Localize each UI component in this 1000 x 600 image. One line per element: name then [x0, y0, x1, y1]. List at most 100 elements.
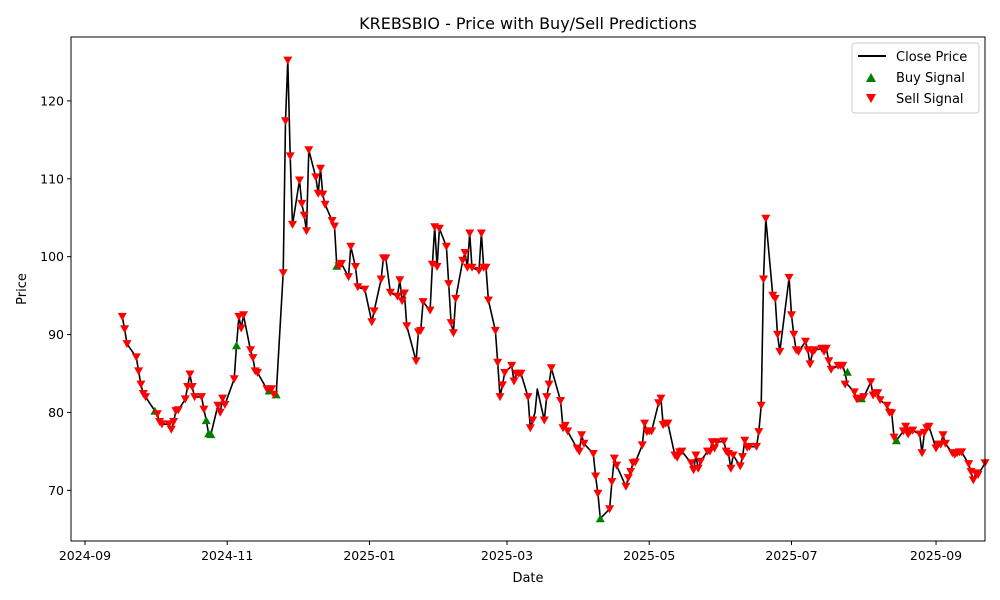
- sell-signal-marker: [304, 146, 314, 155]
- sell-signal-marker: [122, 340, 132, 349]
- sell-signal-marker: [416, 326, 426, 335]
- sell-signal-marker: [693, 464, 703, 473]
- sell-signal-marker: [647, 427, 657, 436]
- sell-signal-marker: [801, 337, 810, 346]
- sell-signal-marker: [940, 439, 950, 448]
- sell-signal-marker: [213, 401, 223, 410]
- sell-signal-marker: [481, 263, 491, 272]
- x-axis: 2024-09 2024-11 2025-01 2025-03 2025-05 2025-…: [59, 541, 962, 563]
- sell-signal-marker: [236, 324, 246, 333]
- sell-signal-marker: [726, 464, 736, 473]
- sell-signal-marker: [525, 424, 535, 433]
- sell-signal-marker: [434, 224, 444, 233]
- sell-signal-marker: [509, 377, 519, 386]
- sell-signal-marker: [320, 200, 330, 209]
- sell-signal-marker: [330, 222, 339, 231]
- sell-signal-marker: [756, 401, 766, 410]
- sell-signal-marker: [444, 280, 454, 289]
- sell-signal-marker: [577, 431, 587, 440]
- sell-signal-marker: [973, 471, 983, 479]
- sell-signal-marker: [745, 442, 754, 451]
- sell-signal-marker: [719, 437, 729, 446]
- sell-signal-marker: [840, 380, 850, 389]
- chart-title: KREBSBIO - Price with Buy/Sell Predictio…: [359, 14, 697, 33]
- buy-signal-marker: [891, 436, 901, 445]
- sell-signal-marker: [367, 318, 377, 327]
- sell-signal-marker: [735, 462, 745, 471]
- sell-signal-marker: [516, 369, 526, 378]
- sell-signal-marker: [344, 273, 353, 282]
- buy-signal-marker: [595, 514, 605, 523]
- sell-signal-marker: [761, 214, 771, 223]
- sell-signal-marker: [187, 383, 197, 391]
- sell-signal-marker: [849, 388, 859, 397]
- sell-signal-marker: [281, 117, 290, 126]
- sell-signal-marker: [131, 353, 141, 362]
- sell-signal-marker: [924, 422, 934, 431]
- legend-buy-signal-label: Buy Signal: [896, 71, 965, 86]
- sell-signal-marker: [392, 292, 402, 301]
- sell-signal-marker: [164, 420, 174, 429]
- sell-signal-marker: [327, 217, 337, 225]
- sell-signal-marker: [465, 229, 475, 238]
- sell-signal-marker: [712, 438, 722, 447]
- sell-signal-marker: [395, 276, 405, 285]
- sell-signal-marker: [385, 288, 395, 297]
- sell-signal-marker: [773, 330, 782, 339]
- sell-signal-marker: [451, 294, 461, 303]
- sell-signal-marker: [157, 420, 167, 429]
- sell-signal-marker: [838, 361, 848, 370]
- series-layer: [121, 59, 986, 520]
- sell-signal-marker: [495, 393, 505, 402]
- sell-signal-marker: [770, 294, 780, 303]
- sell-signal-marker: [239, 311, 248, 320]
- sell-signal-marker: [311, 173, 321, 182]
- sell-signal-marker: [759, 275, 768, 284]
- axes-frame: [70, 36, 986, 542]
- buy-signal-marker: [232, 341, 241, 350]
- sell-signal-marker: [875, 396, 885, 405]
- sell-signal-marker: [190, 393, 200, 402]
- close-price-line: [121, 59, 986, 520]
- sell-signal-marker: [546, 364, 556, 373]
- sell-signal-marker: [117, 312, 127, 321]
- sell-signal-marker: [705, 447, 715, 456]
- y-axis-label: Price: [15, 273, 30, 305]
- sell-signal-marker: [446, 319, 456, 328]
- sell-signal-marker: [215, 408, 225, 417]
- sell-signal-marker: [152, 410, 162, 419]
- sell-signal-marker: [185, 370, 195, 379]
- sell-signal-marker: [544, 380, 554, 389]
- legend: Close Price Buy Signal Sell Signal: [851, 42, 980, 114]
- sell-signal-marker: [229, 375, 239, 384]
- sell-signal-marker: [623, 474, 633, 483]
- y-tick-label: 80: [48, 405, 64, 420]
- sell-signal-marker: [938, 431, 948, 440]
- sell-signal-marker: [957, 448, 967, 457]
- sell-signal-marker: [381, 254, 391, 263]
- sell-signal-marker: [752, 442, 761, 451]
- buy-signal-marker: [206, 430, 216, 439]
- x-tick-label: 2024-09: [59, 548, 111, 563]
- sell-signal-marker: [612, 461, 622, 470]
- sell-signal-marker: [873, 389, 883, 398]
- sell-signal-marker: [859, 393, 869, 402]
- sell-signal-marker: [337, 259, 346, 268]
- sell-signal-marker: [476, 229, 486, 238]
- sell-signal-marker: [696, 457, 705, 466]
- sell-signal-marker: [542, 393, 552, 402]
- buy-signal-marker: [201, 416, 211, 425]
- sell-signal-marker: [267, 385, 276, 394]
- sell-signal-marker: [593, 489, 603, 498]
- x-tick-label: 2025-09: [910, 548, 962, 563]
- sell-signal-marker: [283, 56, 293, 65]
- x-tick-label: 2025-07: [765, 548, 817, 563]
- plot-area: [117, 56, 990, 523]
- sell-signal-marker: [803, 346, 813, 355]
- sell-signal-marker: [418, 298, 428, 307]
- y-tick-label: 90: [48, 327, 64, 342]
- sell-signal-marker: [556, 397, 566, 405]
- sell-signal-marker: [441, 242, 451, 251]
- sell-signal-marker: [738, 453, 747, 462]
- sell-signal-marker: [528, 416, 538, 425]
